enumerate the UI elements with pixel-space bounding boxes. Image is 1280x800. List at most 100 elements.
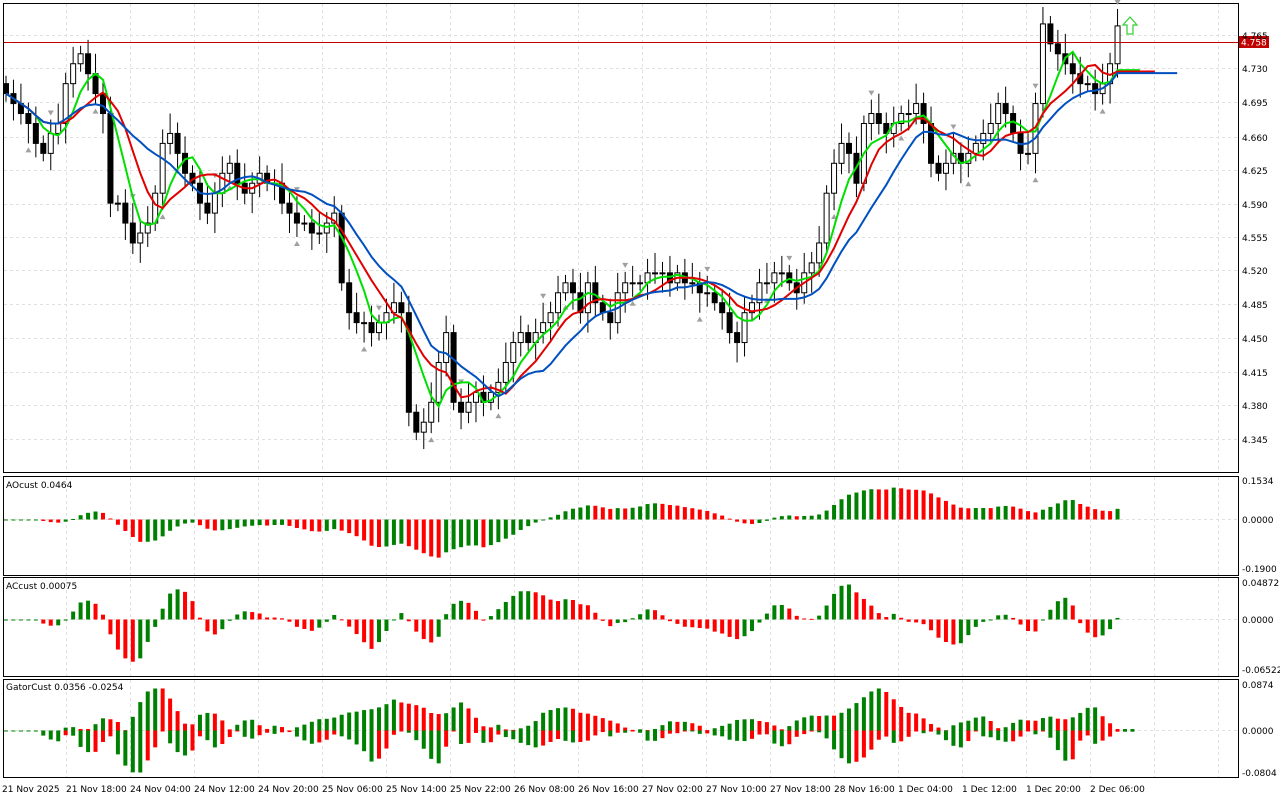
gator-down-bar bbox=[63, 730, 68, 736]
gator-down-bar bbox=[824, 730, 829, 739]
gator-up-bar bbox=[742, 719, 747, 731]
alligator-lips-line bbox=[5, 50, 1140, 409]
gator-histogram bbox=[4, 688, 1135, 773]
candle-body bbox=[592, 282, 599, 304]
gator-up-bar bbox=[242, 720, 247, 731]
gator-down-bar bbox=[899, 730, 904, 742]
ao-bar bbox=[996, 506, 1001, 520]
gator-up-bar bbox=[1078, 712, 1083, 731]
gator-up-bar bbox=[682, 721, 687, 731]
ac-bar bbox=[205, 619, 210, 632]
ao-bar bbox=[518, 519, 523, 530]
gator-up-bar bbox=[362, 710, 367, 731]
candle-body bbox=[972, 142, 979, 154]
ao-bar bbox=[1070, 500, 1075, 520]
gator-down-bar bbox=[570, 730, 575, 743]
ac-bar bbox=[414, 619, 419, 632]
time-label: 27 Nov 10:00 bbox=[706, 785, 767, 795]
gator-panel[interactable] bbox=[3, 679, 1239, 778]
ac-bar bbox=[846, 584, 851, 620]
candle-body bbox=[3, 83, 9, 95]
time-label: 2 Dec 06:00 bbox=[1090, 785, 1145, 795]
candle-body bbox=[1084, 83, 1091, 86]
ac-bar bbox=[1085, 619, 1090, 633]
fractal-up-icon bbox=[47, 110, 54, 116]
ac-bar bbox=[265, 617, 270, 620]
ao-bar bbox=[988, 508, 993, 520]
ac-bar bbox=[854, 592, 859, 620]
gator-up-bar bbox=[824, 715, 829, 731]
ac-bar bbox=[168, 593, 173, 620]
candle-body bbox=[129, 222, 136, 244]
gator-down-bar bbox=[115, 730, 120, 755]
ao-bar bbox=[720, 515, 725, 520]
ao-panel[interactable] bbox=[3, 476, 1239, 576]
ao-bar bbox=[556, 514, 561, 520]
gator-up-bar bbox=[660, 725, 665, 731]
gator-up-bar bbox=[817, 715, 822, 731]
ao-bar bbox=[190, 519, 195, 523]
gator-down-bar bbox=[645, 730, 650, 741]
fractal-up-icon bbox=[786, 255, 793, 261]
ao-bar bbox=[429, 519, 434, 557]
ao-bar bbox=[123, 519, 128, 531]
ac-bar bbox=[742, 619, 747, 637]
ac-bar bbox=[750, 619, 754, 631]
gator-up-bar bbox=[1055, 718, 1060, 731]
ac-panel[interactable] bbox=[3, 577, 1239, 677]
ao-bar bbox=[227, 519, 232, 530]
ac-bar bbox=[921, 619, 926, 625]
gator-tick-zero: 0.0000 bbox=[1242, 727, 1274, 737]
fractal-down-icon bbox=[965, 181, 972, 187]
gator-up-bar bbox=[183, 723, 188, 731]
candle-body bbox=[845, 142, 852, 154]
alligator-lines bbox=[5, 50, 1178, 409]
ao-bar bbox=[391, 519, 396, 545]
candle-body bbox=[92, 73, 99, 95]
time-label: 28 Nov 16:00 bbox=[834, 785, 895, 795]
candle-body bbox=[1047, 23, 1054, 45]
gator-up-bar bbox=[302, 724, 307, 731]
ao-bar bbox=[48, 519, 53, 523]
fractal-down-icon bbox=[293, 241, 300, 247]
ao-bar bbox=[735, 519, 740, 522]
gator-down-bar bbox=[720, 730, 725, 737]
gator-up-bar bbox=[227, 729, 232, 731]
fractal-up-icon bbox=[540, 293, 547, 299]
tick-4695: 4.695 bbox=[1242, 99, 1268, 109]
gator-down-bar bbox=[1033, 730, 1038, 735]
ac-bar bbox=[630, 618, 635, 620]
ao-bar bbox=[660, 503, 665, 520]
gator-up-bar bbox=[996, 728, 1001, 731]
candle-body bbox=[114, 202, 121, 205]
gator-label: GatorCust 0.0356 -0.0254 bbox=[6, 683, 124, 693]
candle-body bbox=[428, 401, 435, 423]
candle-body bbox=[831, 162, 838, 194]
gator-down-bar bbox=[197, 730, 202, 737]
gator-up-bar bbox=[764, 722, 769, 731]
ao-bar bbox=[1078, 503, 1083, 520]
ao-bar bbox=[653, 503, 658, 520]
ac-bar bbox=[764, 613, 769, 620]
ao-bar bbox=[981, 507, 986, 520]
candle-body bbox=[913, 103, 920, 115]
ao-bar bbox=[406, 519, 411, 547]
gator-down-bar bbox=[41, 730, 46, 736]
main-panel[interactable] bbox=[3, 3, 1239, 473]
gator-up-bar bbox=[220, 720, 225, 731]
ac-bar bbox=[235, 614, 240, 620]
gator-down-bar bbox=[332, 730, 337, 735]
ac-bar bbox=[242, 611, 247, 620]
ao-bar bbox=[473, 519, 478, 546]
gator-down-bar bbox=[988, 730, 993, 738]
ac-bar bbox=[287, 619, 292, 622]
ac-tick-bottom: -0.06522 bbox=[1242, 666, 1280, 676]
gator-up-bar bbox=[250, 719, 255, 731]
ao-bar bbox=[183, 519, 188, 524]
ac-bar bbox=[526, 591, 531, 620]
candle-body bbox=[935, 162, 942, 174]
ac-bar bbox=[1003, 614, 1008, 620]
ac-bar bbox=[220, 619, 225, 630]
ao-bar bbox=[615, 508, 620, 520]
